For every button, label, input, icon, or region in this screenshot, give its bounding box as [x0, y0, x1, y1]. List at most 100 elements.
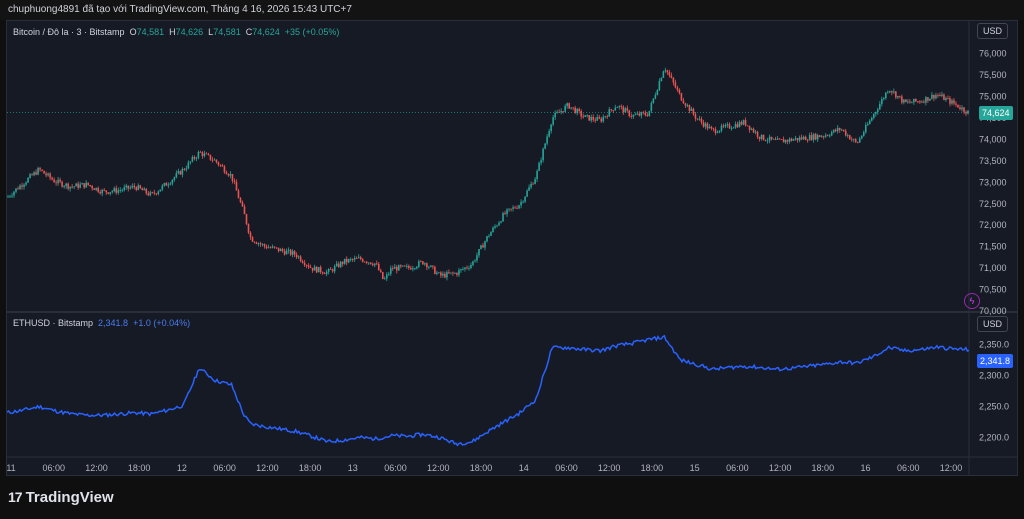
btc-candle [49, 173, 51, 178]
btc-candle [917, 101, 919, 103]
btc-candle [111, 191, 114, 193]
btc-y-tick-label: 70,500 [979, 285, 1007, 295]
btc-candle [131, 185, 134, 188]
eth-change: +1.0 (+0.04%) [133, 318, 191, 328]
btc-candle [875, 111, 877, 114]
btc-candle [810, 135, 813, 140]
btc-candle [357, 257, 360, 259]
chart-canvas[interactable]: 70,000 70,500 71,000 71,500 72,000 72,500 73,0… [7, 21, 1018, 476]
btc-candle [311, 267, 314, 271]
btc-candle [740, 122, 743, 125]
btc-candle [251, 237, 254, 242]
btc-close: 74,624 [252, 27, 280, 37]
btc-candle [43, 170, 45, 174]
btc-candle [866, 124, 869, 126]
btc-candle [299, 256, 302, 262]
btc-candle [406, 266, 408, 267]
btc-candle [774, 138, 777, 140]
btc-candle [323, 273, 326, 275]
btc-candle [75, 183, 77, 187]
btc-candle [486, 236, 488, 242]
btc-candle [153, 192, 156, 194]
btc-candle [15, 188, 17, 192]
btc-currency-button[interactable]: USD [977, 23, 1009, 39]
btc-candle [231, 173, 234, 181]
btc-symbol[interactable]: Bitcoin / Đô la · 3 · Bitstamp [13, 27, 125, 37]
btc-candle [634, 114, 637, 116]
btc-candle [327, 269, 330, 272]
btc-y-tick-label: 74,000 [979, 134, 1007, 144]
btc-candle [303, 262, 306, 266]
btc-candle [736, 124, 739, 128]
btc-candle [782, 139, 785, 143]
btc-candle [915, 98, 917, 102]
btc-candle [862, 132, 865, 136]
btc-candle [213, 159, 216, 161]
btc-candle [578, 109, 580, 111]
btc-candle [145, 188, 148, 194]
btc-candle [798, 137, 801, 141]
btc-candle [532, 183, 534, 185]
btc-candle [891, 91, 893, 93]
btc-candle [31, 174, 33, 176]
btc-candle [89, 184, 91, 186]
chart-frame[interactable]: 70,000 70,500 71,000 71,500 72,000 72,500 73,0… [6, 20, 1018, 476]
x-tick-label: 18:00 [470, 463, 493, 473]
btc-candle [664, 70, 667, 72]
btc-candle [724, 124, 727, 127]
btc-candle [367, 262, 370, 264]
btc-candle [844, 130, 847, 136]
btc-candle [450, 272, 452, 274]
eth-value: 2,341.8 [98, 318, 129, 328]
btc-candle [943, 94, 945, 101]
btc-candle [582, 116, 584, 118]
btc-candle [790, 138, 793, 141]
btc-candle [247, 224, 250, 233]
btc-candle [474, 260, 476, 262]
btc-candle [618, 106, 621, 108]
btc-candle [373, 263, 376, 266]
btc-candle [518, 205, 520, 209]
eth-y-tick-label: 2,350.0 [979, 340, 1009, 350]
btc-candle [173, 177, 176, 180]
btc-candle [229, 173, 232, 176]
btc-candle [103, 189, 106, 191]
footer-brand[interactable]: 17 TradingView [8, 489, 114, 506]
btc-candle [456, 273, 458, 275]
btc-candle [592, 116, 595, 120]
btc-candle [899, 95, 901, 97]
eth-currency-button[interactable]: USD [977, 316, 1009, 332]
eth-y-tick-label: 2,300.0 [979, 371, 1009, 381]
x-tick-label: 14 [519, 463, 529, 473]
btc-candle [139, 185, 142, 189]
btc-candle [604, 116, 607, 118]
x-tick-label: 18:00 [128, 463, 151, 473]
eth-price-line [7, 334, 970, 447]
btc-candle [860, 135, 863, 139]
btc-candle [951, 100, 953, 104]
btc-candle [195, 157, 198, 159]
lightning-icon[interactable]: ϟ [964, 293, 980, 309]
btc-candle [490, 232, 492, 236]
btc-candle [422, 261, 424, 265]
btc-candle [494, 226, 496, 228]
btc-candle [846, 135, 849, 136]
btc-candle [614, 107, 617, 111]
btc-candle [205, 153, 208, 155]
btc-candle [71, 186, 73, 188]
x-tick-label: 06:00 [42, 463, 65, 473]
btc-candle [301, 261, 304, 263]
x-tick-label: 12:00 [769, 463, 792, 473]
btc-candle [17, 188, 19, 190]
btc-candle [267, 247, 270, 249]
btc-candle [933, 94, 935, 99]
btc-candle [840, 129, 843, 131]
btc-candle [528, 187, 530, 191]
btc-candle [953, 100, 955, 104]
btc-candle [355, 258, 358, 259]
btc-candle [594, 119, 597, 121]
btc-candle [105, 190, 108, 193]
eth-symbol[interactable]: ETHUSD · Bitstamp [13, 318, 94, 328]
btc-candle [502, 213, 504, 222]
btc-candle [720, 125, 723, 131]
